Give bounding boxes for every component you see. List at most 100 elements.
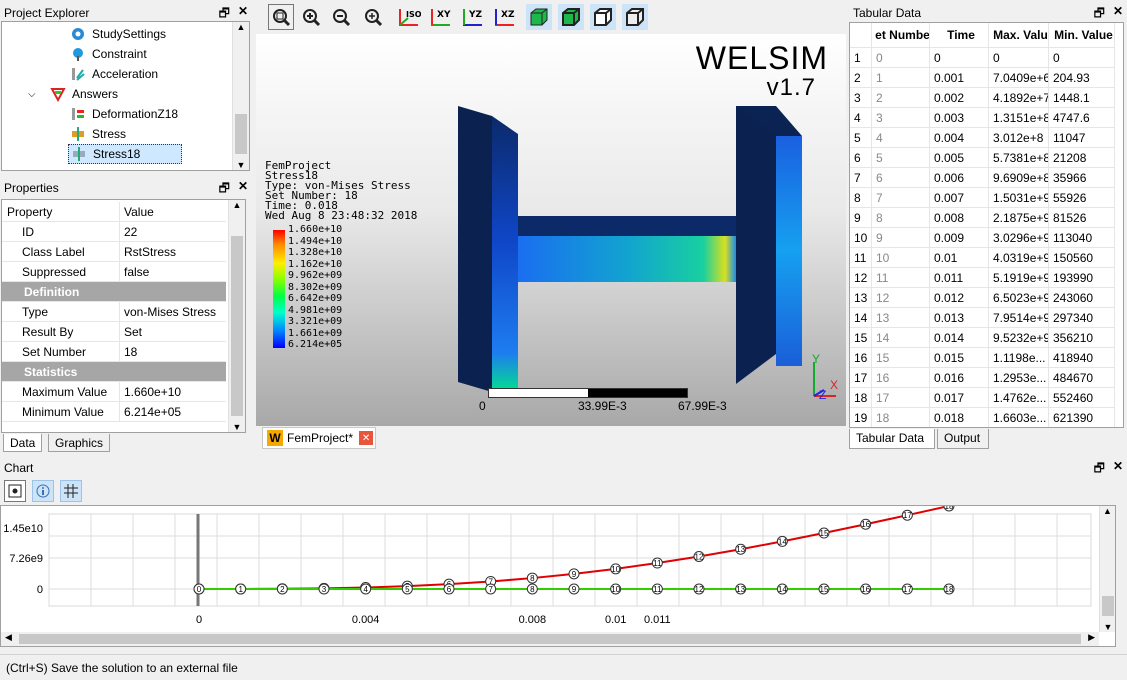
tab-tabular-data[interactable]: Tabular Data: [849, 429, 935, 449]
table-cell[interactable]: 0: [930, 48, 989, 68]
table-row[interactable]: 12 11 0.011 5.1919e+9 193990: [850, 268, 1115, 288]
float-icon[interactable]: 🗗: [1093, 461, 1105, 475]
property-value[interactable]: 6.214e+05: [124, 404, 182, 419]
table-cell[interactable]: 7.9514e+9: [989, 308, 1049, 328]
scroll-down-icon[interactable]: ▼: [236, 160, 246, 170]
scroll-thumb[interactable]: [19, 634, 1081, 644]
float-icon[interactable]: 🗗: [218, 6, 230, 20]
table-cell[interactable]: 0.011: [930, 268, 989, 288]
cell-set-number[interactable]: 1: [872, 68, 930, 88]
table-cell[interactable]: 3.0296e+9: [989, 228, 1049, 248]
table-row[interactable]: 9 8 0.008 2.1875e+9 81526: [850, 208, 1115, 228]
table-cell[interactable]: 0.018: [930, 408, 989, 427]
table-cell[interactable]: 1.1198e...: [989, 348, 1049, 368]
table-row[interactable]: 17 16 0.016 1.2953e... 484670: [850, 368, 1115, 388]
table-row[interactable]: 4 3 0.003 1.3151e+8 4747.6: [850, 108, 1115, 128]
cell-set-number[interactable]: 7: [872, 188, 930, 208]
property-section[interactable]: Definition: [2, 282, 226, 302]
table-cell[interactable]: 1.4762e...: [989, 388, 1049, 408]
cell-set-number[interactable]: 8: [872, 208, 930, 228]
property-row[interactable]: Type von-Mises Stress: [2, 302, 226, 322]
col-header-set[interactable]: et Numbe: [872, 23, 930, 48]
table-cell[interactable]: 4747.6: [1049, 108, 1115, 128]
view-xy-button[interactable]: XY: [428, 4, 454, 30]
table-row[interactable]: 5 4 0.004 3.012e+8 11047: [850, 128, 1115, 148]
cell-set-number[interactable]: 14: [872, 328, 930, 348]
cell-set-number[interactable]: 0: [872, 48, 930, 68]
scroll-thumb[interactable]: [231, 236, 243, 416]
zoom-box-icon[interactable]: [268, 4, 294, 30]
table-row[interactable]: 8 7 0.007 1.5031e+9 55926: [850, 188, 1115, 208]
property-section[interactable]: Statistics: [2, 362, 226, 382]
info-icon[interactable]: [32, 480, 54, 502]
cell-set-number[interactable]: 10: [872, 248, 930, 268]
tree-item-studysettings[interactable]: StudySettings: [70, 24, 166, 44]
table-cell[interactable]: 11047: [1049, 128, 1115, 148]
property-row[interactable]: Suppressed false: [2, 262, 226, 282]
property-value[interactable]: 1.660e+10: [124, 384, 182, 399]
table-row[interactable]: 16 15 0.015 1.1198e... 418940: [850, 348, 1115, 368]
table-cell[interactable]: 0.014: [930, 328, 989, 348]
scroll-up-icon[interactable]: ▲: [1103, 506, 1112, 516]
view-yz-button[interactable]: YZ: [460, 4, 486, 30]
cell-set-number[interactable]: 11: [872, 268, 930, 288]
table-cell[interactable]: 0.004: [930, 128, 989, 148]
scroll-up-icon[interactable]: ▲: [236, 22, 246, 32]
table-cell[interactable]: 21208: [1049, 148, 1115, 168]
tree-item-stress18[interactable]: Stress18: [68, 144, 182, 164]
cell-set-number[interactable]: 16: [872, 368, 930, 388]
select-icon[interactable]: [4, 480, 26, 502]
property-value[interactable]: 18: [124, 344, 138, 359]
property-value[interactable]: false: [124, 264, 150, 279]
table-cell[interactable]: 356210: [1049, 328, 1115, 348]
table-cell[interactable]: 2.1875e+9: [989, 208, 1049, 228]
cell-set-number[interactable]: 9: [872, 228, 930, 248]
table-cell[interactable]: 297340: [1049, 308, 1115, 328]
table-cell[interactable]: 552460: [1049, 388, 1115, 408]
scroll-right-icon[interactable]: ▶: [1088, 632, 1095, 642]
table-row[interactable]: 14 13 0.013 7.9514e+9 297340: [850, 308, 1115, 328]
scroll-thumb[interactable]: [1102, 596, 1114, 616]
close-icon[interactable]: ✕: [1112, 459, 1123, 473]
table-cell[interactable]: 243060: [1049, 288, 1115, 308]
cell-set-number[interactable]: 2: [872, 88, 930, 108]
property-row[interactable]: Set Number 18: [2, 342, 226, 362]
tab-data[interactable]: Data: [3, 434, 43, 452]
cell-set-number[interactable]: 12: [872, 288, 930, 308]
tree-scrollbar[interactable]: ▲ ▼: [232, 22, 249, 170]
tree-item-constraint[interactable]: Constraint: [70, 44, 147, 64]
table-cell[interactable]: 3.012e+8: [989, 128, 1049, 148]
table-cell[interactable]: 0.007: [930, 188, 989, 208]
properties-scrollbar[interactable]: ▲ ▼: [228, 200, 245, 432]
table-cell[interactable]: 0.002: [930, 88, 989, 108]
table-cell[interactable]: 204.93: [1049, 68, 1115, 88]
cell-set-number[interactable]: 15: [872, 348, 930, 368]
scroll-left-icon[interactable]: ◀: [5, 632, 12, 642]
cell-set-number[interactable]: 17: [872, 388, 930, 408]
property-value[interactable]: von-Mises Stress: [124, 304, 217, 319]
table-cell[interactable]: 7.0409e+6: [989, 68, 1049, 88]
table-cell[interactable]: 1.3151e+8: [989, 108, 1049, 128]
zoom-out-icon[interactable]: [328, 4, 354, 30]
view-xz-button[interactable]: XZ: [492, 4, 518, 30]
table-row[interactable]: 10 9 0.009 3.0296e+9 113040: [850, 228, 1115, 248]
table-cell[interactable]: 9.5232e+9: [989, 328, 1049, 348]
close-tab-icon[interactable]: ✕: [359, 431, 374, 445]
table-cell[interactable]: 0.001: [930, 68, 989, 88]
table-cell[interactable]: 150560: [1049, 248, 1115, 268]
scroll-down-icon[interactable]: ▼: [232, 422, 242, 432]
table-cell[interactable]: 81526: [1049, 208, 1115, 228]
table-cell[interactable]: 55926: [1049, 188, 1115, 208]
3d-viewport[interactable]: WELSIM v1.7 FemProject Stress18 Type: vo…: [256, 34, 846, 426]
scroll-up-icon[interactable]: ▲: [232, 200, 242, 210]
tree-item-answers[interactable]: ⌵ Answers: [28, 84, 118, 104]
tree-item-acceleration[interactable]: Acceleration: [70, 64, 158, 84]
table-row[interactable]: 18 17 0.017 1.4762e... 552460: [850, 388, 1115, 408]
table-cell[interactable]: 0.017: [930, 388, 989, 408]
chart-hscrollbar[interactable]: ◀ ▶: [1, 632, 1099, 646]
cell-set-number[interactable]: 4: [872, 128, 930, 148]
cell-set-number[interactable]: 18: [872, 408, 930, 427]
property-row[interactable]: Result By Set: [2, 322, 226, 342]
table-cell[interactable]: 418940: [1049, 348, 1115, 368]
